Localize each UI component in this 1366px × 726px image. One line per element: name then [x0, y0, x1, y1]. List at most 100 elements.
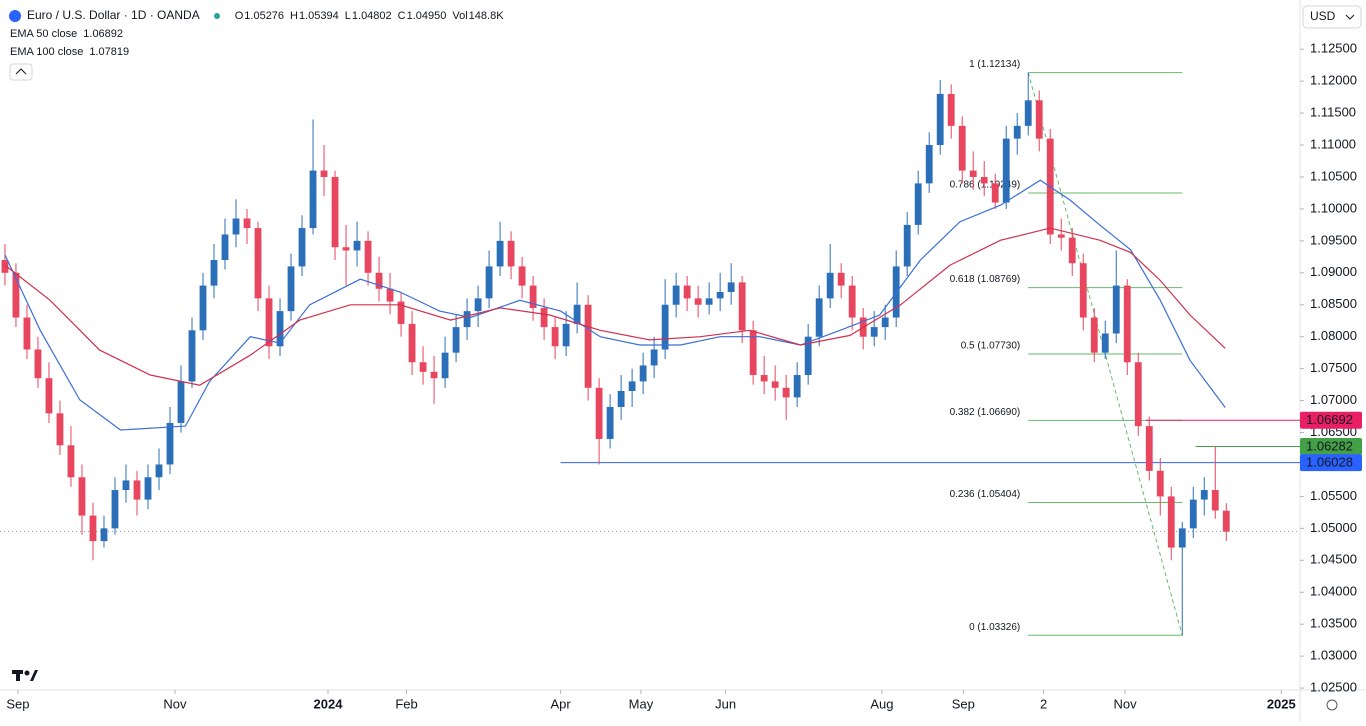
candle-body: [573, 304, 581, 324]
candle-body: [155, 464, 163, 478]
candle-body: [1189, 499, 1197, 529]
x-tick-label: Sep: [6, 696, 29, 711]
candle-body: [705, 298, 713, 305]
candle-body: [210, 260, 218, 286]
candle-body: [353, 240, 361, 251]
x-tick-label: May: [629, 696, 654, 711]
candle-body: [133, 480, 141, 500]
candle-body: [309, 170, 317, 229]
select-arrow: [1345, 14, 1355, 20]
fib-label: 0.382 (1.06690): [950, 407, 1021, 418]
candle-body: [1156, 470, 1164, 497]
y-tick-label: 1.12000: [1310, 73, 1357, 88]
candle-body: [100, 528, 108, 542]
candle-body: [496, 240, 504, 267]
candle-body: [870, 327, 878, 337]
candle-body: [1222, 510, 1230, 532]
candle-body: [1057, 234, 1065, 238]
candle-body: [562, 323, 570, 347]
candle-body: [452, 327, 460, 353]
x-tick-label: Nov: [163, 696, 187, 711]
legend-value: 1.06892: [83, 28, 123, 40]
price-tag-label: 1.06692: [1306, 412, 1353, 427]
y-tick-label: 1.11000: [1310, 136, 1356, 151]
candle-body: [683, 285, 691, 299]
y-tick-label: 1.08000: [1310, 328, 1357, 343]
collapse-button[interactable]: [9, 63, 33, 81]
candle-body: [551, 327, 559, 347]
candle-body: [969, 170, 977, 177]
fib-label: 0.618 (1.08769): [950, 274, 1021, 285]
candle-body: [397, 301, 405, 324]
y-tick-label: 1.03500: [1310, 616, 1357, 631]
candle-body: [661, 304, 669, 350]
candle-body: [320, 170, 328, 177]
x-tick-label: 2025: [1267, 696, 1296, 711]
candle-body: [111, 490, 119, 529]
settings-icon[interactable]: [1326, 699, 1338, 711]
tv-logo: [12, 670, 38, 681]
fib-label: 0.5 (1.07730): [961, 341, 1021, 352]
price-tag: [1300, 437, 1362, 455]
y-tick-label: 1.02500: [1310, 680, 1357, 695]
candle-body: [430, 371, 438, 379]
x-tick-label: 2024: [314, 696, 344, 711]
candle-body: [1112, 285, 1120, 334]
ohlc-value: 1.04802: [352, 10, 392, 22]
ohlc-key: L: [345, 10, 351, 22]
candle-body: [1123, 285, 1131, 363]
candle-body: [474, 298, 482, 312]
ohlc-key: Vol: [452, 10, 467, 22]
candle-body: [1068, 237, 1076, 264]
candle-body: [144, 477, 152, 500]
ohlc-value: 1.05276: [244, 10, 284, 22]
currency-select[interactable]: [1302, 5, 1362, 29]
candle-body: [177, 381, 185, 423]
legend-value: 1.07819: [89, 46, 129, 58]
candle-body: [122, 480, 130, 491]
candle-body: [254, 228, 262, 299]
y-tick-label: 1.04000: [1310, 584, 1357, 599]
candle-body: [903, 224, 911, 267]
candle-body: [738, 282, 746, 331]
candle-body: [1145, 426, 1153, 471]
ema-line: [4, 179, 1226, 431]
candle-body: [441, 352, 449, 379]
price-tag-label: 1.06282: [1306, 438, 1353, 453]
ohlc-key: O: [235, 10, 244, 22]
x-tick-label: Nov: [1113, 696, 1137, 711]
fib-trend-line: [1027, 72, 1183, 636]
y-tick-label: 1.07000: [1310, 392, 1357, 407]
currency-label: USD: [1310, 9, 1336, 23]
candle-body: [793, 375, 801, 398]
candle-body: [375, 272, 383, 289]
ohlc-key: H: [290, 10, 298, 22]
candle-body: [265, 298, 273, 347]
candle-body: [815, 298, 823, 337]
candle-body: [12, 272, 20, 318]
candle-body: [991, 183, 999, 203]
candle-body: [716, 291, 724, 299]
y-tick-label: 1.05500: [1310, 488, 1357, 503]
candle-body: [804, 336, 812, 376]
y-tick-label: 1.10500: [1310, 168, 1357, 183]
candle-body: [34, 349, 42, 379]
candle-body: [287, 266, 295, 312]
y-tick-label: 1.07500: [1310, 360, 1357, 375]
y-tick-label: 1.10000: [1310, 200, 1357, 215]
status-dot: [214, 13, 220, 19]
candle-body: [650, 349, 658, 366]
y-tick-label: 1.08500: [1310, 296, 1357, 311]
candle-body: [1013, 125, 1021, 139]
candle-body: [848, 285, 856, 318]
price-tag: [1300, 454, 1362, 472]
plot-area: 1 (1.12134) 0.786 (1.10249) 0.618 (1.08769…: [0, 59, 1300, 636]
fib-label: 0.786 (1.10249): [950, 180, 1021, 191]
ohlc-value: 1.04950: [407, 10, 447, 22]
candle-body: [958, 125, 966, 171]
candle-body: [243, 218, 251, 229]
x-tick-label: Sep: [952, 696, 975, 711]
candle-body: [760, 375, 768, 382]
